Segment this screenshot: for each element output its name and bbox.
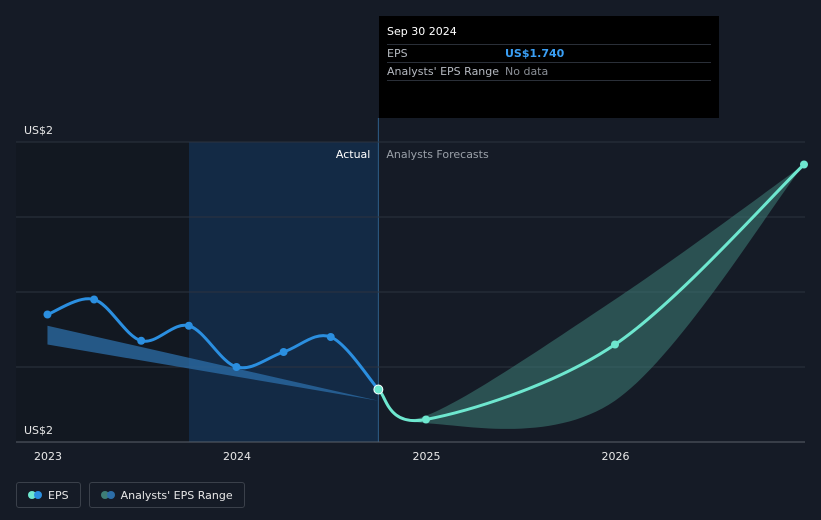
- tooltip-eps-value: US$1.740: [505, 47, 565, 60]
- eps-legend-icon: [28, 491, 42, 499]
- eps-actual-point: [43, 310, 52, 319]
- forecast-range-area: [378, 164, 804, 429]
- tooltip-date: Sep 30 2024: [387, 24, 711, 45]
- chart-legend: EPS Analysts' EPS Range: [16, 482, 245, 508]
- eps-actual-point: [184, 321, 193, 330]
- x-tick-label: 2025: [413, 450, 441, 463]
- tooltip-eps-row: EPS US$1.740: [387, 45, 711, 63]
- past-estimate-band: [47, 325, 379, 401]
- y-tick-label-bottom: US$2: [24, 424, 53, 437]
- hover-tooltip: Sep 30 2024 EPS US$1.740 Analysts' EPS R…: [379, 16, 719, 118]
- range-legend-icon: [100, 491, 115, 499]
- eps-actual-point: [373, 384, 384, 395]
- eps-actual-point: [232, 363, 241, 371]
- tooltip-range-row: Analysts' EPS Range No data: [387, 63, 711, 81]
- eps-forecast-point: [611, 340, 619, 349]
- tooltip-range-label: Analysts' EPS Range: [387, 65, 500, 78]
- legend-eps[interactable]: EPS: [16, 482, 81, 508]
- legend-range[interactable]: Analysts' EPS Range: [88, 482, 245, 508]
- actual-section-label: Actual: [336, 148, 370, 161]
- legend-range-label: Analysts' EPS Range: [120, 488, 233, 502]
- eps-forecast-line: [377, 163, 806, 423]
- eps-actual-point: [90, 295, 99, 304]
- x-tick-label: 2023: [34, 450, 62, 463]
- tooltip-eps-label: EPS: [387, 47, 408, 60]
- y-tick-label-top: US$2: [24, 124, 53, 137]
- legend-eps-label: EPS: [48, 488, 69, 502]
- eps-forecast-point: [422, 415, 430, 424]
- eps-actual-point: [137, 336, 146, 345]
- x-tick-label: 2024: [223, 450, 251, 463]
- x-tick-label: 2026: [602, 450, 630, 463]
- eps-actual-point: [326, 333, 335, 341]
- tooltip-range-value: No data: [505, 65, 549, 78]
- eps-forecast-point: [800, 160, 808, 169]
- eps-actual-point: [279, 348, 288, 356]
- forecast-section-label: Analysts Forecasts: [386, 148, 489, 161]
